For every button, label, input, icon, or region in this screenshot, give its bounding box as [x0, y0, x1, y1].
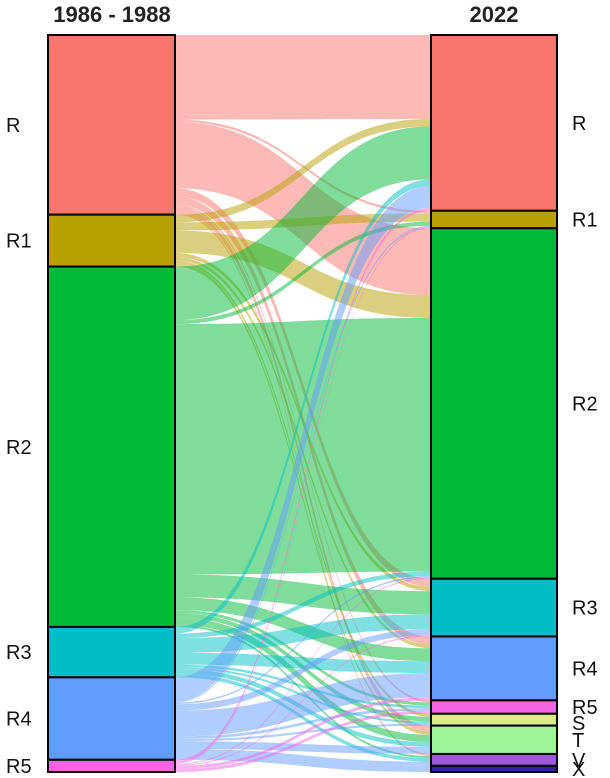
right-node-r3 — [430, 577, 558, 638]
flow-r2-to-v — [175, 624, 431, 759]
right-node-t — [430, 724, 558, 755]
flow-r4-to-r4 — [175, 673, 431, 737]
left-node-label-r3: R3 — [6, 642, 32, 664]
left-node-r5 — [47, 758, 176, 774]
flow-r5-to-r4 — [175, 697, 431, 769]
flow-r4-to-r2 — [175, 576, 431, 705]
right-node-label-r1: R1 — [572, 210, 598, 232]
flow-r2-to-t — [175, 617, 431, 743]
left-node-r2 — [47, 265, 176, 628]
right-node-label-t: T — [572, 730, 584, 752]
left-axis-title: 1986 - 1988 — [53, 2, 170, 27]
flow-r4-to-r — [175, 186, 431, 701]
flow-r4-to-r3 — [175, 629, 431, 711]
left-node-r1 — [47, 213, 176, 268]
left-node-label-r4: R4 — [6, 709, 32, 731]
right-node-x — [430, 764, 558, 773]
left-node-label-r5: R5 — [6, 756, 32, 778]
right-node-label-r: R — [572, 113, 586, 135]
flow-r4-to-v — [175, 748, 431, 766]
flow-r3-to-r2 — [175, 571, 431, 639]
flow-r3-to-r5 — [175, 664, 431, 709]
flow-r5-to-r3 — [175, 635, 431, 766]
flow-r5-to-r1 — [175, 227, 431, 764]
left-node-label-r1: R1 — [6, 231, 32, 253]
left-node-r — [47, 34, 176, 216]
flow-r-to-r1 — [175, 119, 431, 214]
right-node-label-v: V — [572, 750, 586, 772]
right-node-label-r5: R5 — [572, 697, 598, 719]
left-node-r4 — [47, 676, 176, 761]
flow-r5-to-r2 — [175, 577, 431, 765]
right-node-label-x: X — [572, 759, 585, 778]
right-node-r4 — [430, 635, 558, 702]
flow-r4-to-x — [175, 753, 431, 772]
right-node-r1 — [430, 209, 558, 230]
flow-r3-to-r4 — [175, 652, 431, 674]
right-node-r5 — [430, 699, 558, 715]
right-node-label-r2: R2 — [572, 394, 598, 416]
flow-r4-to-r5 — [175, 708, 431, 740]
right-node-label-r4: R4 — [572, 658, 598, 680]
right-node-label-r3: R3 — [572, 598, 598, 620]
flow-r2-to-r1 — [175, 221, 431, 325]
right-node-s — [430, 712, 558, 727]
flow-r4-to-r1 — [175, 225, 431, 703]
right-axis-title: 2022 — [470, 2, 519, 27]
right-node-r2 — [430, 227, 558, 580]
left-node-column: R R1 R2 R3 R4 R5 — [6, 34, 176, 778]
flow-r1-to-r — [175, 118, 431, 223]
flow-r2-to-r — [175, 126, 431, 321]
flow-r5-to-r — [175, 207, 431, 763]
flow-r3-to-v — [175, 673, 431, 762]
right-node-r — [430, 34, 558, 212]
flow-layer — [175, 35, 431, 772]
right-node-label-s: S — [572, 713, 585, 735]
flow-r3-to-r — [175, 179, 431, 634]
right-node-v — [430, 752, 558, 767]
left-node-r3 — [47, 625, 176, 679]
flow-r5-to-r5 — [175, 710, 431, 772]
left-node-label-r: R — [6, 115, 20, 137]
left-node-label-r2: R2 — [6, 437, 32, 459]
flow-r-to-r — [175, 35, 431, 120]
